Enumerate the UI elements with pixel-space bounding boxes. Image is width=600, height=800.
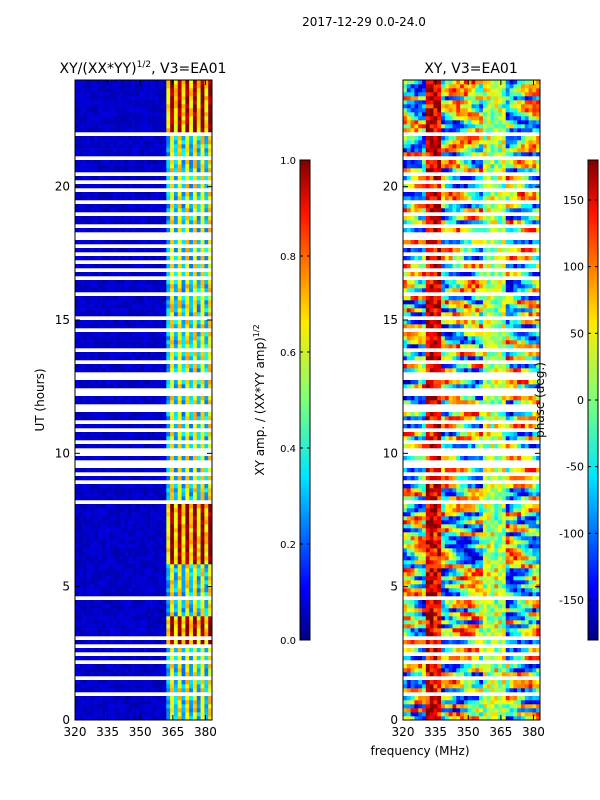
colorbar-tick-label: 1.0 [280,156,296,167]
cbar1-label-exponent: 1/2 [252,324,261,337]
y-tick-label: 10 [55,446,70,460]
x-tick-label: 350 [129,725,152,739]
x-tick-label: 365 [161,725,184,739]
colorbar-tick-label: 0 [577,394,584,407]
colorbar-tick-label: 100 [563,261,584,274]
left-title-suffix: , V3=EA01 [151,61,226,77]
left-title-base: XY/(XX*YY) [60,61,137,77]
colorbar-tick-label: -100 [559,527,584,540]
amplitude-colorbar-label: XY amp. / (XX*YY amp)1/2 [252,324,267,475]
colorbar-tick-label: 0.2 [280,540,296,551]
colorbar-tick-label: 50 [570,327,584,340]
y-tick-label: 5 [390,580,398,594]
y-tick-label: 15 [55,313,70,327]
colorbar-tick-label: 150 [563,194,584,207]
phase-colorbar-ticks: -150 -100 -50 0 50 100 150 [559,194,598,607]
y-tick-label: 10 [383,446,398,460]
colorbar-tick-label: -50 [566,461,584,474]
x-tick-label: 320 [392,725,415,739]
x-tick-label: 380 [522,725,545,739]
cbar1-label-base: XY amp. / (XX*YY amp) [253,337,267,475]
colorbar-tick-label: -150 [559,594,584,607]
left-axes: 0 5 10 15 20 320 335 350 365 380 [55,80,217,739]
x-tick-label: 365 [489,725,512,739]
x-tick-label: 320 [64,725,87,739]
x-tick-label: 380 [194,725,217,739]
x-tick-label: 335 [96,725,119,739]
x-axis-label: frequency (MHz) [370,744,469,758]
left-heatmap [75,80,212,720]
colorbar-tick-label: 0.0 [280,636,296,647]
left-panel-title: XY/(XX*YY)1/2, V3=EA01 [60,60,227,77]
right-panel-title: XY, V3=EA01 [424,61,518,77]
y-tick-label: 20 [55,180,70,194]
x-tick-label: 335 [424,725,447,739]
x-tick-label: 350 [457,725,480,739]
right-plot-frame [402,79,541,721]
phase-colorbar-label: phase (deg.) [533,362,547,438]
left-plot-frame [74,79,213,721]
y-axis-label: UT (hours) [33,368,47,431]
left-title-exponent: 1/2 [137,60,151,70]
figure-suptitle: 2017-12-29 0.0-24.0 [302,15,426,29]
y-tick-label: 0 [390,713,398,727]
amplitude-colorbar [299,159,311,641]
y-tick-label: 15 [383,313,398,327]
y-tick-label: 20 [383,180,398,194]
right-axes: 0 5 10 15 20 320 335 350 365 380 [383,80,545,739]
y-tick-label: 0 [62,713,70,727]
colorbar-tick-label: 0.6 [280,348,296,359]
y-tick-label: 5 [62,580,70,594]
amplitude-colorbar-ticks: 0.0 0.2 0.4 0.6 0.8 1.0 [280,156,310,647]
right-heatmap [403,80,540,720]
colorbar-tick-label: 0.8 [280,252,296,263]
colorbar-tick-label: 0.4 [280,444,296,455]
